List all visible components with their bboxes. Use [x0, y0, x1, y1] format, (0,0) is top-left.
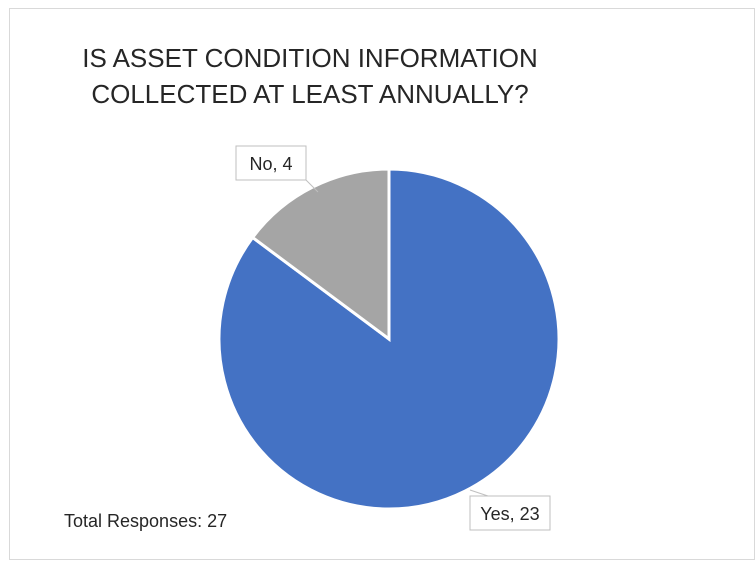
- total-responses-note: Total Responses: 27: [64, 511, 228, 531]
- data-label-no: No, 4: [249, 154, 292, 174]
- data-label-yes: Yes, 23: [480, 504, 539, 524]
- chart-title-line-2: COLLECTED AT LEAST ANNUALLY?: [91, 79, 529, 109]
- chart-title-line-1: IS ASSET CONDITION INFORMATION: [82, 43, 538, 73]
- leader-line-no: [305, 179, 319, 193]
- data-label-box-no: [235, 145, 307, 181]
- chart-title: IS ASSET CONDITION INFORMATION COLLECTED…: [30, 40, 590, 112]
- data-label-box-yes: [469, 495, 551, 531]
- leader-line-yes: [469, 489, 489, 497]
